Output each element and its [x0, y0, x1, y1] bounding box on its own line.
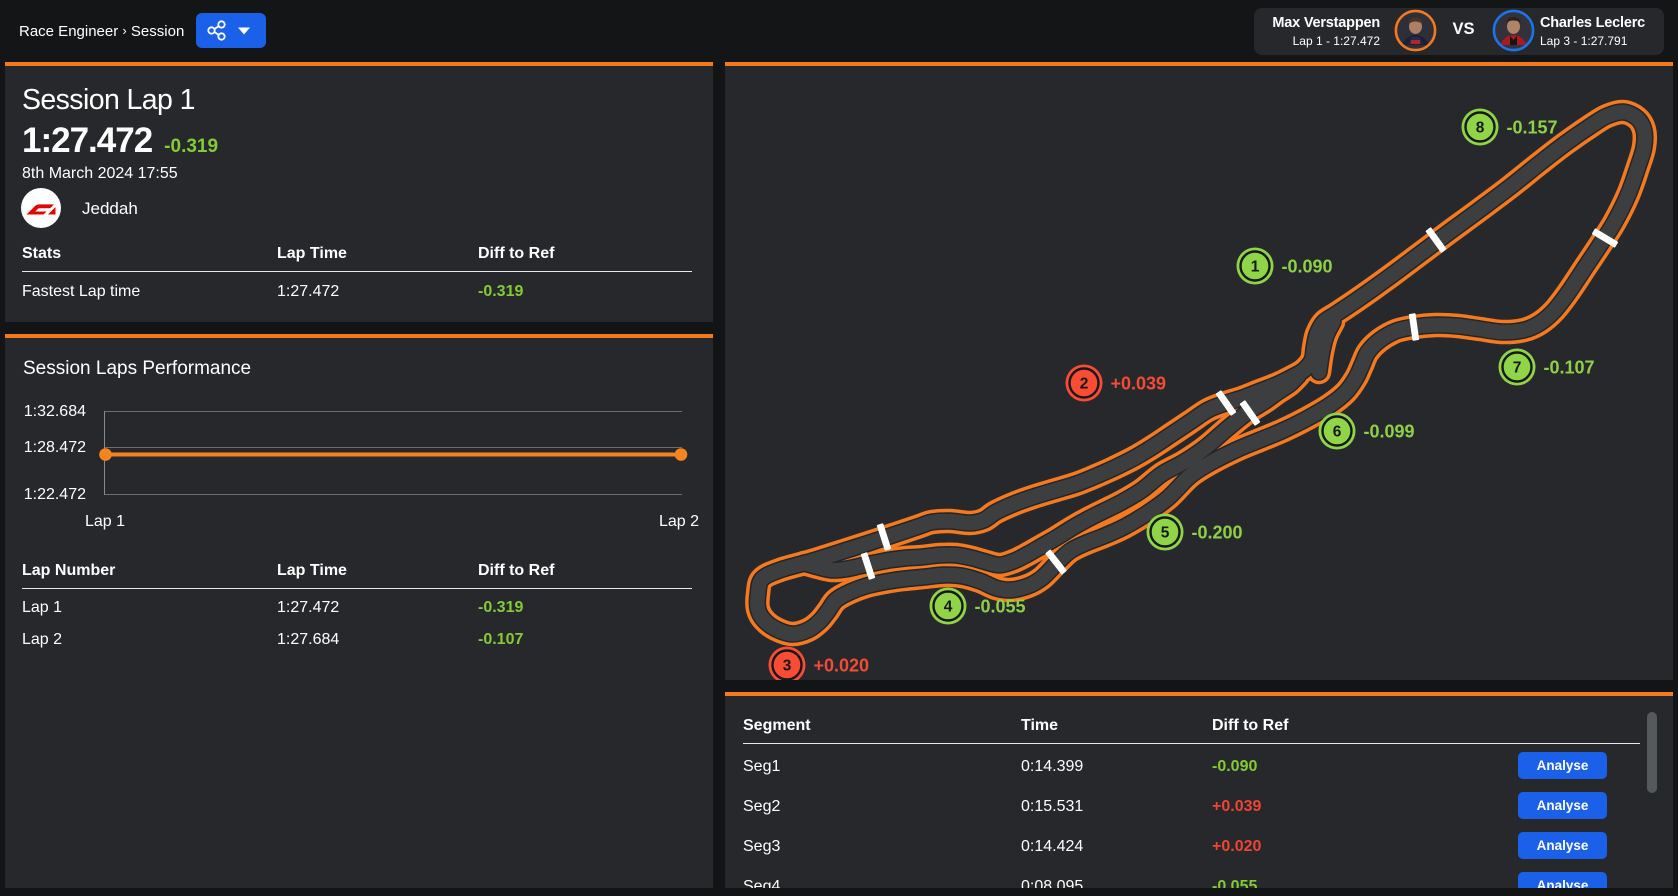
svg-text:-0.099: -0.099	[1364, 421, 1415, 441]
svg-text:4: 4	[944, 598, 953, 615]
svg-text:-0.090: -0.090	[1282, 256, 1333, 276]
svg-text:6: 6	[1333, 423, 1342, 440]
svg-text:1: 1	[1251, 258, 1260, 275]
svg-text:7: 7	[1513, 359, 1522, 376]
svg-text:2: 2	[1080, 375, 1089, 392]
svg-text:-0.200: -0.200	[1192, 522, 1243, 542]
svg-text:-0.157: -0.157	[1507, 117, 1558, 137]
svg-text:-0.055: -0.055	[975, 596, 1026, 616]
svg-text:+0.039: +0.039	[1111, 373, 1167, 393]
svg-text:-0.107: -0.107	[1544, 357, 1595, 377]
svg-text:+0.020: +0.020	[814, 655, 870, 675]
svg-text:5: 5	[1161, 524, 1170, 541]
svg-text:8: 8	[1476, 119, 1485, 136]
svg-text:3: 3	[783, 657, 792, 674]
